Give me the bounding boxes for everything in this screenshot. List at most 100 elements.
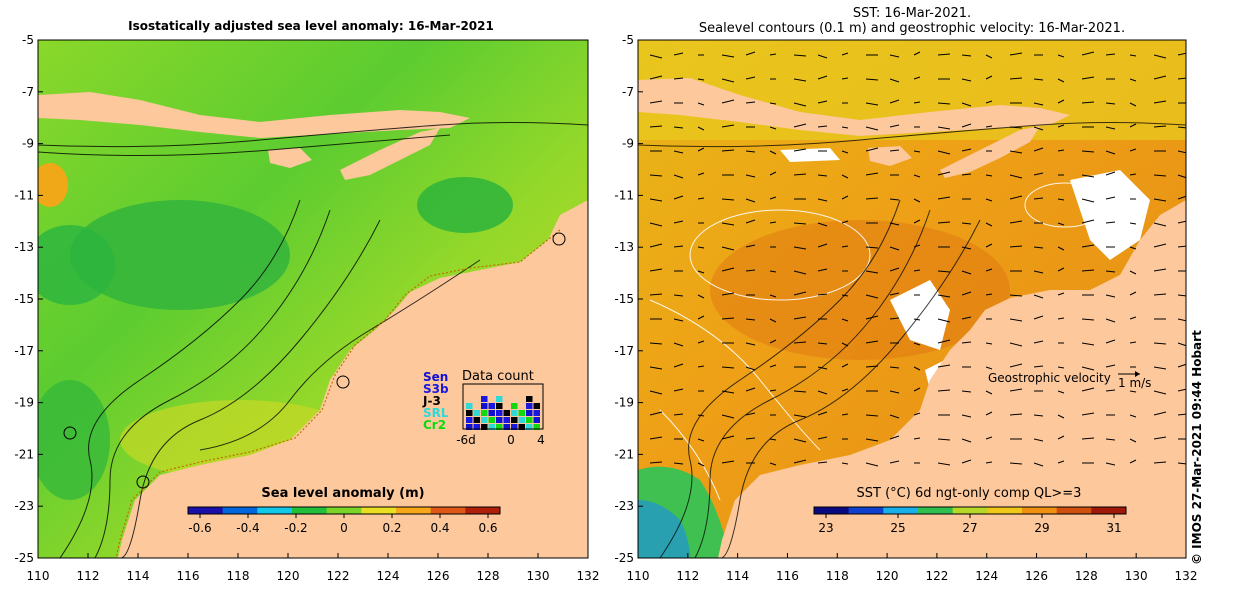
velocity-arrow bbox=[1105, 294, 1116, 298]
velocity-arrow bbox=[697, 315, 705, 320]
velocity-arrow bbox=[865, 102, 879, 106]
velocity-arrow bbox=[1009, 77, 1023, 80]
velocity-arrow bbox=[889, 246, 900, 251]
velocity-arrow bbox=[1105, 339, 1116, 344]
velocity-arrow bbox=[985, 293, 993, 296]
velocity-arrow bbox=[937, 462, 951, 466]
velocity-arrow bbox=[961, 173, 972, 176]
velocity-arrow bbox=[745, 387, 756, 392]
velocity-arrow bbox=[1129, 459, 1137, 464]
velocity-arrow bbox=[841, 245, 849, 248]
velocity-arrow bbox=[697, 78, 705, 81]
left-lat-ticks: -5 -7 -9 -11 -13 -15 -17 -19 -21 -23 -25 bbox=[14, 33, 43, 565]
lat-tick-label: -13 bbox=[614, 240, 634, 254]
velocity-arrow bbox=[865, 197, 879, 200]
velocity-arrow bbox=[769, 389, 777, 392]
velocity-arrow bbox=[865, 147, 879, 152]
land-timor bbox=[940, 126, 1040, 178]
velocity-arrow bbox=[1105, 389, 1116, 392]
lon-tick-label: 124 bbox=[975, 569, 998, 583]
data-count-bar-segment bbox=[481, 410, 488, 416]
data-count-bar-segment bbox=[526, 417, 533, 423]
data-count-bar-segment bbox=[496, 396, 503, 402]
data-count-bar-segment bbox=[511, 417, 518, 423]
velocity-arrow bbox=[721, 292, 735, 296]
velocity-arrow bbox=[1057, 292, 1065, 296]
right-panel-title-line1: SST: 16-Mar-2021. bbox=[853, 6, 971, 21]
lon-tick-label: 120 bbox=[277, 569, 300, 583]
lon-tick-label: 110 bbox=[27, 569, 50, 583]
velocity-arrow bbox=[673, 77, 684, 80]
lat-tick-label: -17 bbox=[614, 344, 634, 358]
velocity-arrow bbox=[913, 412, 921, 416]
velocity-arrow bbox=[745, 51, 756, 56]
velocity-arrow bbox=[673, 220, 684, 224]
colorbar-segment bbox=[222, 507, 258, 514]
data-count-x-ticks: -6d 0 4 bbox=[456, 433, 545, 447]
cloud-mask bbox=[780, 148, 840, 162]
lon-tick-label: 120 bbox=[876, 569, 899, 583]
velocity-arrow bbox=[937, 318, 951, 323]
velocity-arrow bbox=[769, 150, 777, 155]
velocity-arrow bbox=[1153, 198, 1167, 202]
velocity-arrow bbox=[889, 292, 900, 296]
velocity-arrow bbox=[1033, 315, 1044, 320]
velocity-arrow bbox=[697, 438, 705, 442]
lon-tick-label: 122 bbox=[327, 569, 350, 583]
velocity-arrow bbox=[913, 244, 921, 248]
velocity-arrow bbox=[817, 54, 828, 59]
tide-gauge-marker bbox=[336, 375, 350, 389]
lat-tick-label: -23 bbox=[614, 499, 634, 513]
velocity-arrow bbox=[817, 222, 828, 227]
velocity-arrow bbox=[769, 270, 777, 273]
velocity-arrow bbox=[673, 150, 684, 154]
velocity-arrow bbox=[769, 438, 777, 441]
velocity-arrow bbox=[937, 53, 951, 56]
velocity-arrow bbox=[961, 414, 972, 418]
bathymetry-contours bbox=[638, 122, 1186, 558]
data-count-bar-segment bbox=[481, 417, 488, 423]
velocity-arrow bbox=[745, 150, 756, 153]
mission-label: SRL bbox=[423, 406, 449, 420]
velocity-arrow bbox=[817, 243, 828, 248]
velocity-arrow bbox=[913, 174, 921, 178]
imos-credit: © IMOS 27-Mar-2021 09:44 Hobart bbox=[1190, 330, 1204, 565]
velocity-arrow bbox=[769, 53, 777, 56]
colorbar-tick-label: -0.2 bbox=[284, 521, 307, 535]
velocity-arrow bbox=[697, 246, 705, 249]
velocity-arrow bbox=[769, 196, 777, 200]
lon-tick-label: 128 bbox=[477, 569, 500, 583]
velocity-arrow bbox=[985, 436, 993, 440]
velocity-arrow bbox=[865, 315, 879, 320]
velocity-arrow bbox=[913, 101, 921, 104]
colorbar-tick-label: 0.6 bbox=[478, 521, 497, 535]
velocity-arrow bbox=[841, 220, 849, 224]
lat-tick-label: -21 bbox=[614, 447, 634, 461]
lat-tick-label: -7 bbox=[622, 85, 634, 99]
velocity-arrow bbox=[937, 171, 951, 176]
velocity-arrow bbox=[985, 174, 993, 177]
lat-tick-label: -7 bbox=[22, 85, 34, 99]
velocity-arrow bbox=[889, 414, 900, 419]
velocity-arrow bbox=[1153, 174, 1167, 177]
velocity-arrow bbox=[1105, 438, 1116, 441]
lon-tick-label: 128 bbox=[1075, 569, 1098, 583]
velocity-arrow bbox=[1081, 318, 1095, 321]
data-count-bar-segment bbox=[526, 403, 533, 409]
velocity-arrow bbox=[769, 102, 777, 105]
velocity-arrow bbox=[1129, 438, 1137, 443]
colorbar-segment bbox=[361, 507, 397, 514]
lon-tick-label: 126 bbox=[1025, 569, 1048, 583]
velocity-arrow bbox=[865, 126, 879, 131]
velocity-arrow bbox=[1009, 413, 1023, 416]
data-count-bar-segment bbox=[496, 417, 503, 423]
colorbar-tick-label: 25 bbox=[890, 521, 905, 535]
right-map bbox=[638, 40, 1186, 558]
lat-tick-label: -19 bbox=[614, 396, 634, 410]
velocity-arrow bbox=[1105, 126, 1116, 130]
velocity-arrow bbox=[1153, 222, 1167, 227]
velocity-arrow bbox=[721, 124, 735, 128]
velocity-arrow bbox=[865, 78, 879, 81]
velocity-arrow bbox=[1081, 219, 1095, 224]
velocity-arrow bbox=[1129, 148, 1137, 152]
